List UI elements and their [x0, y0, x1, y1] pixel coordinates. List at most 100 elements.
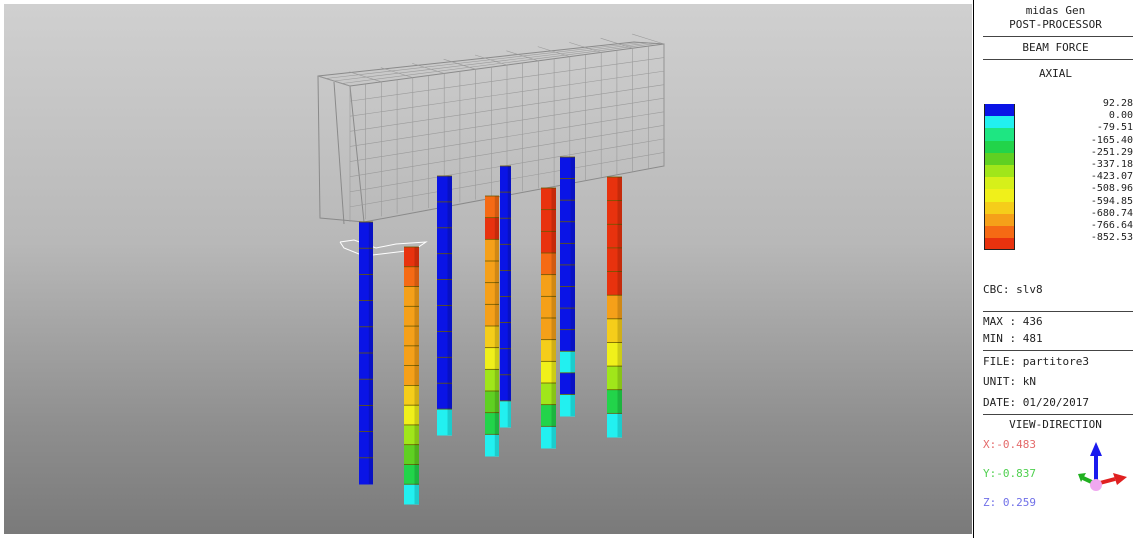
- pile-segment: [560, 178, 575, 201]
- pile-segment: [541, 274, 556, 297]
- pile-segment: [560, 351, 575, 374]
- pile-segment: [500, 192, 511, 219]
- pile-segment: [404, 306, 419, 327]
- pile-column-8[interactable]: [607, 176, 622, 438]
- pile-segment: [607, 271, 622, 296]
- pile-columns: [359, 156, 622, 505]
- pile-segment: [437, 383, 452, 410]
- legend-value: -508.96: [1090, 183, 1133, 195]
- view-direction-z: Z: 0.259: [983, 496, 1036, 509]
- pile-segment: [359, 274, 373, 302]
- pile-segment: [560, 372, 575, 395]
- pile-column-4[interactable]: [485, 195, 499, 457]
- model-view-svg[interactable]: [4, 4, 972, 534]
- legend-swatch: [984, 116, 1015, 129]
- pile-segment: [485, 369, 499, 392]
- view-direction-title: VIEW-DIRECTION: [1009, 418, 1102, 431]
- axis-triad-icon: [1078, 442, 1127, 491]
- force-component: AXIAL: [1038, 67, 1073, 80]
- pile-segment: [404, 385, 419, 406]
- pile-segment: [607, 177, 622, 202]
- wireframe-line: [349, 70, 665, 117]
- pile-segment: [359, 457, 373, 485]
- pile-segment: [541, 404, 556, 427]
- pile-cap-grid: [317, 33, 665, 222]
- pile-segment: [437, 227, 452, 255]
- pile-segment: [500, 218, 511, 245]
- divider: [983, 59, 1133, 60]
- pile-head-details: [339, 159, 576, 257]
- pile-segment: [485, 434, 499, 457]
- wireframe-line: [349, 138, 665, 193]
- pile-segment: [541, 361, 556, 384]
- pile-segment: [485, 304, 499, 327]
- wireframe-line: [600, 37, 633, 49]
- pile-column-2[interactable]: [404, 246, 419, 505]
- mode-label: POST-PROCESSOR: [1009, 18, 1102, 31]
- pile-segment: [404, 424, 419, 446]
- pile-segment: [500, 374, 511, 402]
- legend-value: 92.28: [1102, 98, 1133, 109]
- legend-swatch: [984, 165, 1015, 178]
- wireframe-line: [631, 33, 665, 45]
- pile-segment: [485, 347, 499, 370]
- load-combination: CBC: slv8: [983, 283, 1043, 296]
- pile-segment: [485, 412, 499, 435]
- pile-segment: [560, 329, 575, 352]
- view-direction-y: Y:-0.837: [983, 467, 1036, 480]
- wireframe-line: [333, 42, 650, 82]
- wireframe-line: [349, 97, 665, 147]
- model-viewport[interactable]: [4, 4, 972, 534]
- legend-frame: [984, 104, 1014, 251]
- pile-shading: [507, 166, 511, 427]
- wireframe-line: [380, 67, 413, 78]
- pile-column-7[interactable]: [560, 156, 575, 417]
- pile-segment: [560, 200, 575, 223]
- wireframe-line: [349, 71, 382, 83]
- pile-segment: [500, 166, 511, 193]
- legend-value: -852.53: [1090, 232, 1133, 244]
- pile-segment: [541, 339, 556, 362]
- legend-swatch: [984, 140, 1015, 153]
- pile-segment: [404, 484, 419, 505]
- pile-segment: [560, 157, 575, 180]
- wireframe-line: [349, 125, 665, 177]
- legend-value: -423.07: [1090, 171, 1133, 183]
- pile-segment: [404, 444, 419, 465]
- pile-column-1[interactable]: [359, 221, 373, 485]
- pile-segment: [437, 331, 452, 358]
- pile-column-3[interactable]: [437, 175, 452, 436]
- legend-swatch: [984, 128, 1015, 141]
- pile-shading: [551, 188, 556, 448]
- wireframe-line: [412, 63, 445, 74]
- pile-segment: [404, 345, 419, 367]
- pile-segment: [485, 261, 499, 284]
- pile-segment: [437, 305, 452, 332]
- pile-column-5[interactable]: [500, 165, 511, 428]
- wireframe-line: [349, 57, 665, 102]
- wireframe-line: [349, 111, 665, 162]
- wireframe-line: [443, 58, 476, 70]
- legend-value: -165.40: [1090, 134, 1133, 146]
- pile-segment: [485, 282, 499, 305]
- pile-segment: [485, 239, 499, 262]
- pile-segment: [437, 176, 452, 203]
- pile-segment: [359, 300, 373, 328]
- pile-column-6[interactable]: [541, 187, 556, 449]
- pile-segment: [359, 405, 373, 433]
- pile-shading: [617, 177, 622, 437]
- pile-segment: [437, 409, 452, 436]
- divider: [983, 350, 1133, 351]
- pile-segment: [541, 426, 556, 449]
- pile-segment: [560, 221, 575, 244]
- legend-value: -337.18: [1090, 159, 1133, 170]
- pile-shading: [494, 196, 499, 456]
- legend-value: -766.64: [1090, 220, 1133, 231]
- pile-segment: [359, 431, 373, 459]
- divider: [983, 36, 1133, 37]
- legend-swatch: [984, 238, 1015, 251]
- pile-segment: [485, 217, 499, 240]
- pile-segment: [359, 326, 373, 354]
- pile-shading: [447, 176, 452, 435]
